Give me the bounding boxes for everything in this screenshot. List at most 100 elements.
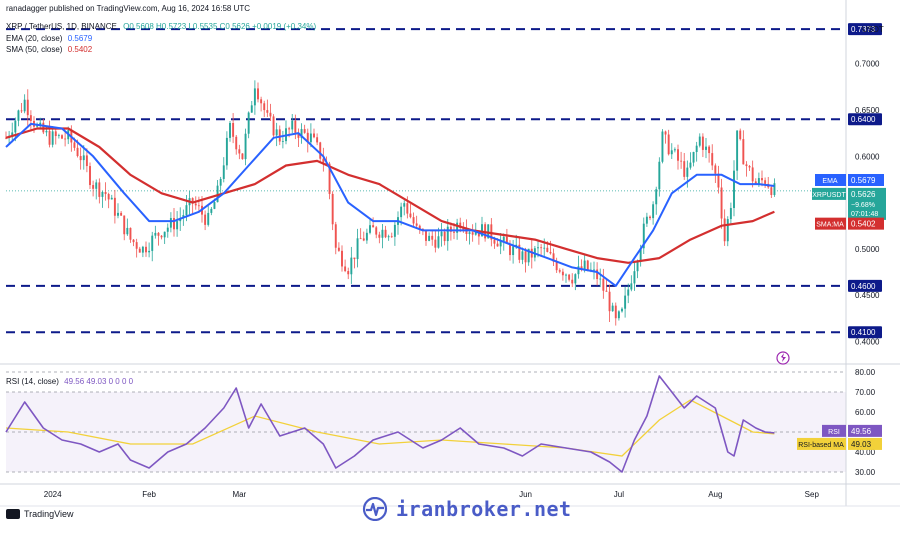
rsi-tick-label: 30.00 bbox=[855, 468, 876, 477]
rsi-tag: RSI bbox=[828, 429, 840, 436]
candle-body bbox=[11, 132, 14, 136]
published-line: ranadagger published on TradingView.com,… bbox=[6, 4, 251, 13]
candle-body bbox=[154, 232, 157, 236]
rsi-legend-label: RSI (14, close) bbox=[6, 377, 59, 386]
candle-body bbox=[409, 213, 412, 218]
candle-body bbox=[543, 247, 546, 249]
candle-body bbox=[219, 178, 222, 186]
ema-legend[interactable]: EMA (20, close) 0.5679 bbox=[6, 34, 92, 43]
candle-body bbox=[655, 189, 658, 205]
candle-body bbox=[120, 212, 123, 216]
candle-body bbox=[726, 219, 729, 242]
candle-body bbox=[313, 133, 315, 138]
rsi-tag-bg bbox=[822, 424, 846, 437]
candle-body bbox=[64, 138, 67, 140]
candle-body bbox=[698, 136, 701, 146]
candle-body bbox=[580, 266, 583, 270]
candle-body bbox=[711, 153, 714, 166]
candle-body bbox=[754, 181, 757, 185]
candle-body bbox=[617, 311, 620, 319]
candle-body bbox=[748, 166, 751, 168]
level-badge bbox=[848, 113, 882, 126]
candle-body bbox=[73, 142, 76, 148]
candle-body bbox=[135, 242, 138, 249]
tradingview-logo[interactable]: TradingView bbox=[6, 509, 74, 519]
candle-body bbox=[222, 165, 225, 179]
candle-body bbox=[381, 229, 384, 238]
candle-body bbox=[586, 260, 589, 270]
price-axis-currency: USDT bbox=[862, 25, 884, 34]
candle-body bbox=[76, 147, 79, 157]
candles bbox=[5, 80, 776, 326]
candle-body bbox=[169, 218, 172, 228]
rsi-value-bg bbox=[848, 424, 882, 437]
candle-body bbox=[512, 246, 515, 256]
candle-body bbox=[344, 266, 347, 272]
rsi-value: 49.56 bbox=[851, 427, 872, 436]
time-tick-label: Aug bbox=[708, 490, 722, 499]
candle-body bbox=[561, 271, 564, 276]
candle-body bbox=[751, 167, 754, 182]
candle-body bbox=[757, 178, 760, 185]
rsi-ma-tag: RSI-based MA bbox=[798, 442, 844, 449]
candle-body bbox=[176, 221, 179, 230]
rsi-tick-label: 80.00 bbox=[855, 368, 876, 377]
candle-body bbox=[238, 149, 241, 154]
sma-legend[interactable]: SMA (50, close) 0.5402 bbox=[6, 45, 92, 54]
candle-body bbox=[281, 141, 284, 142]
candle-body bbox=[649, 216, 651, 219]
candle-body bbox=[723, 218, 726, 242]
candle-body bbox=[194, 203, 197, 206]
candle-body bbox=[614, 305, 617, 319]
candle-body bbox=[471, 232, 474, 235]
moving-averages bbox=[5, 122, 775, 287]
candle-body bbox=[459, 222, 462, 228]
candle-body bbox=[708, 146, 711, 154]
candle-body bbox=[428, 235, 431, 241]
candle-body bbox=[250, 105, 253, 113]
candle-body bbox=[20, 110, 23, 112]
candle-body bbox=[449, 226, 452, 232]
candle-body bbox=[235, 136, 238, 150]
candle-body bbox=[272, 116, 275, 136]
candle-body bbox=[636, 261, 639, 272]
candle-body bbox=[689, 162, 692, 168]
candle-body bbox=[462, 227, 465, 231]
rsi-ma-tag-bg bbox=[797, 437, 846, 450]
last-value: 0.5626 bbox=[851, 190, 876, 199]
candle-body bbox=[23, 99, 26, 112]
candle-body bbox=[418, 225, 421, 229]
candle-body bbox=[123, 215, 126, 235]
candle-body bbox=[745, 164, 748, 167]
candle-body bbox=[138, 248, 141, 253]
candle-body bbox=[642, 223, 645, 249]
candle-body bbox=[477, 232, 480, 237]
candle-body bbox=[173, 218, 175, 230]
candle-body bbox=[474, 232, 477, 235]
candle-body bbox=[353, 257, 356, 260]
candle-body bbox=[431, 235, 434, 240]
candle-body bbox=[39, 122, 42, 126]
candle-body bbox=[303, 129, 306, 133]
candle-body bbox=[319, 142, 322, 159]
candle-body bbox=[540, 247, 543, 249]
rsi-tick-label: 40.00 bbox=[855, 448, 876, 457]
candle-body bbox=[602, 278, 605, 291]
candle-body bbox=[260, 99, 263, 104]
price-tick-label: 0.4000 bbox=[855, 337, 880, 346]
candle-body bbox=[565, 274, 567, 276]
time-tick-label: Feb bbox=[142, 490, 156, 499]
candle-body bbox=[253, 88, 256, 106]
watermark: iranbroker.net bbox=[362, 497, 572, 521]
last-countdown: 07:01:48 bbox=[851, 211, 878, 218]
candle-body bbox=[577, 266, 580, 275]
candle-body bbox=[661, 131, 664, 162]
candle-body bbox=[89, 166, 91, 186]
candle-body bbox=[216, 185, 219, 203]
candle-body bbox=[701, 136, 704, 150]
candle-body bbox=[372, 225, 375, 228]
rsi-legend[interactable]: RSI (14, close) 49.56 49.03 0 0 0 0 bbox=[6, 377, 133, 386]
candle-body bbox=[232, 122, 235, 137]
candle-body bbox=[639, 248, 642, 262]
